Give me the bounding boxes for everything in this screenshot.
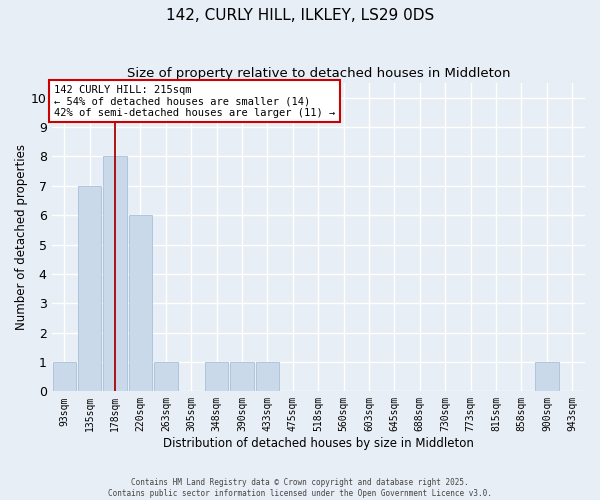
Bar	[230, 362, 254, 392]
Y-axis label: Number of detached properties: Number of detached properties	[15, 144, 28, 330]
Bar	[78, 186, 101, 392]
Text: 142 CURLY HILL: 215sqm
← 54% of detached houses are smaller (14)
42% of semi-det: 142 CURLY HILL: 215sqm ← 54% of detached…	[54, 84, 335, 118]
Title: Size of property relative to detached houses in Middleton: Size of property relative to detached ho…	[127, 68, 510, 80]
Bar	[256, 362, 279, 392]
Bar	[154, 362, 178, 392]
Bar	[535, 362, 559, 392]
Bar	[205, 362, 229, 392]
Text: 142, CURLY HILL, ILKLEY, LS29 0DS: 142, CURLY HILL, ILKLEY, LS29 0DS	[166, 8, 434, 22]
Text: Contains HM Land Registry data © Crown copyright and database right 2025.
Contai: Contains HM Land Registry data © Crown c…	[108, 478, 492, 498]
Bar	[129, 215, 152, 392]
Bar	[103, 156, 127, 392]
X-axis label: Distribution of detached houses by size in Middleton: Distribution of detached houses by size …	[163, 437, 473, 450]
Bar	[53, 362, 76, 392]
